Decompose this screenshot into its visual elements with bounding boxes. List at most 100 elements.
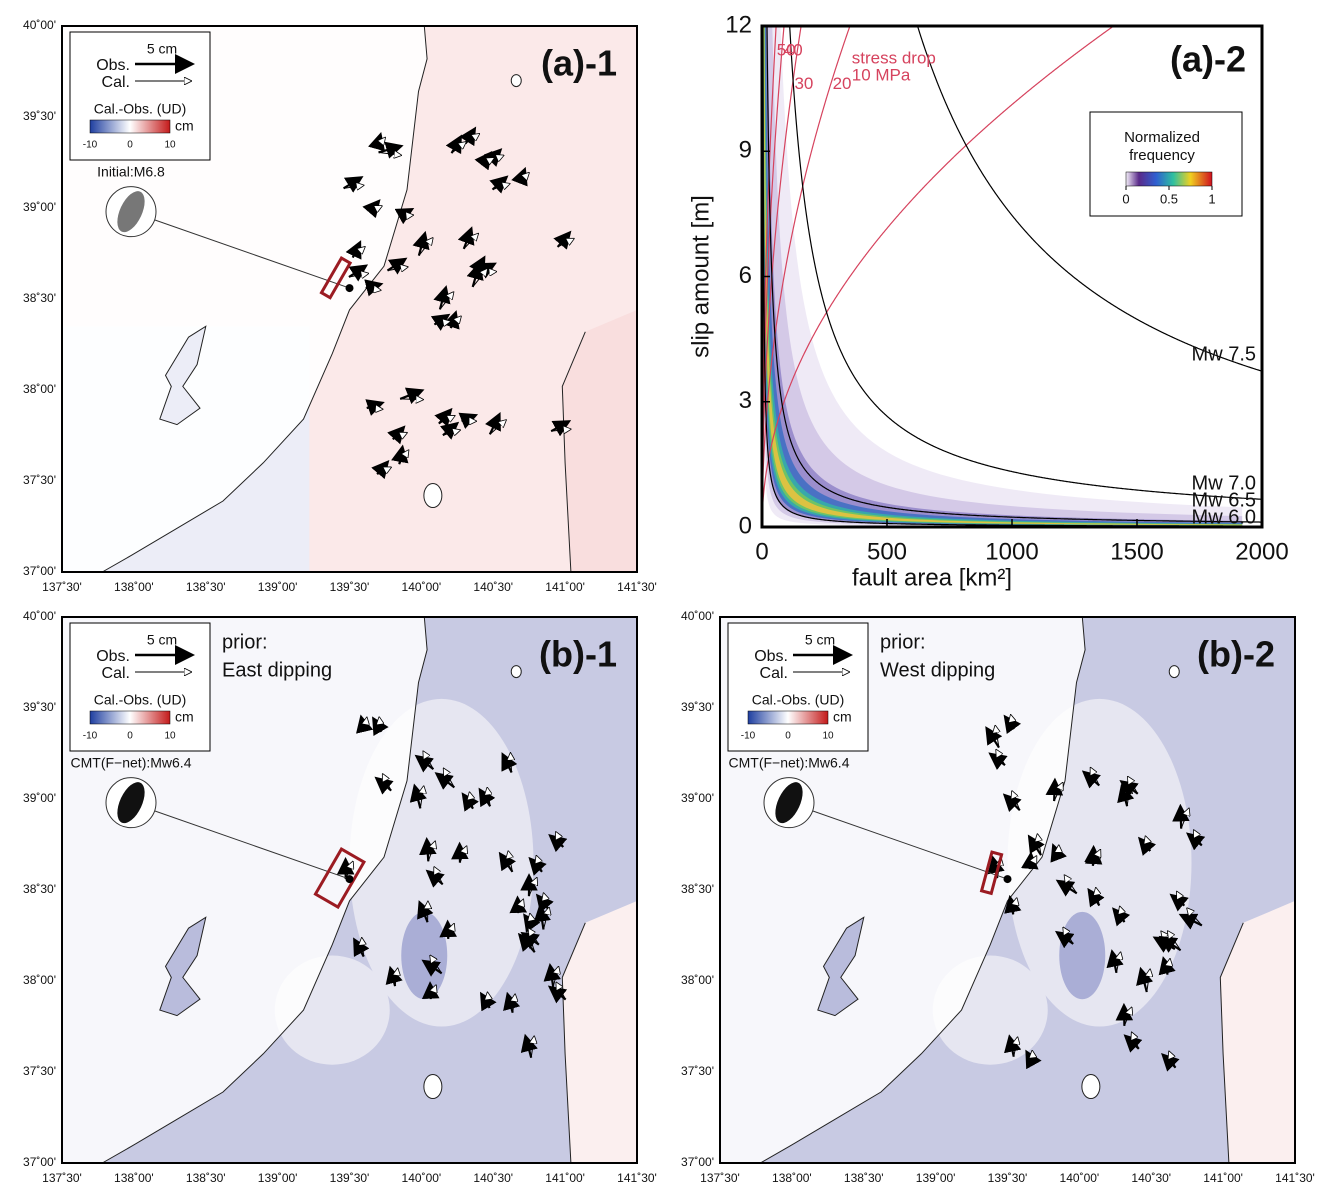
magnitude-label: Mw 7.5 [1192, 343, 1256, 365]
colorbar-tick: 10 [822, 731, 834, 742]
legend-box [727, 622, 869, 752]
lon-tick-label: 140˚00' [402, 1171, 442, 1185]
cal-arrow [392, 433, 406, 440]
cal-arrow [472, 270, 487, 288]
epicenter [345, 284, 354, 293]
lon-tick-label: 139˚30' [330, 580, 370, 594]
y-tick-label: 3 [739, 387, 752, 414]
cal-arrow [995, 727, 999, 748]
obs-arrow [520, 931, 540, 950]
legend-box [69, 31, 211, 161]
cal-arrow [1194, 831, 1203, 846]
cal-arrow [1116, 953, 1120, 973]
lon-tick-label: 141˚30' [1275, 1171, 1315, 1185]
magnitude-label: Mw 7.0 [1192, 472, 1256, 494]
obs-arrow [553, 230, 572, 250]
mechanism-label: CMT(F−net):Mw6.4 [71, 754, 192, 770]
density-band [763, 26, 1243, 527]
legend-cal: Cal. [760, 665, 788, 682]
beachball-fill [775, 782, 803, 824]
cal-arrow [557, 239, 573, 248]
panel-label: (a)-1 [541, 43, 617, 84]
stress-drop-label: 40 [784, 41, 803, 60]
cal-arrow [552, 968, 558, 987]
cal-arrow [362, 939, 364, 957]
lon-tick-label: 139˚30' [988, 1171, 1028, 1185]
obs-arrow [365, 399, 385, 416]
colorbar [1125, 171, 1213, 187]
obs-arrow [1123, 1034, 1143, 1053]
beachball-fill [117, 191, 145, 233]
obs-arrow [1055, 879, 1078, 897]
obs-arrow [371, 459, 390, 480]
lat-tick-label: 37˚30' [23, 473, 56, 487]
obs-arrow [353, 937, 370, 958]
legend-scale: 5 cm [147, 632, 177, 648]
legend-box [69, 622, 211, 752]
prior-label: prior: [222, 631, 268, 653]
cal-arrow [1123, 1009, 1131, 1026]
x-tick-label: 0 [755, 538, 768, 565]
colorbar-tick: 10 [164, 731, 176, 742]
map-panel: CMT(F−net):Mw6.4 5 cm Obs.Cal. Cal.-Obs. (U… [23, 609, 657, 1185]
obs-arrow [364, 279, 384, 297]
cal-arrow [400, 399, 422, 400]
legend-obs: Obs. [96, 57, 130, 74]
cal-arrow [369, 206, 381, 212]
cal-arrow [1188, 909, 1203, 926]
x-tick-label: 500 [867, 538, 907, 565]
cal-arrow [444, 769, 455, 788]
island [159, 916, 207, 1017]
lon-tick-label: 138˚30' [844, 1171, 884, 1185]
lon-tick-label: 141˚30' [617, 580, 657, 594]
colorbar-box [1089, 111, 1243, 217]
obs-arrow [547, 985, 568, 1004]
colorbar-title: Cal.-Obs. (UD) [94, 101, 187, 117]
colorbar [89, 710, 171, 725]
obs-arrow [412, 230, 430, 256]
lon-tick-label: 138˚00' [114, 1171, 154, 1185]
cal-arrow [528, 879, 536, 897]
cal-arrow [481, 158, 493, 166]
obs-arrow [378, 141, 404, 159]
coastline [1219, 922, 1244, 1164]
lake [423, 1074, 443, 1100]
colorbar-tick: -10 [741, 731, 756, 742]
obs-arrow [348, 264, 369, 282]
obs-arrow [1158, 935, 1182, 953]
cal-arrow [364, 719, 366, 732]
panel-label: (a)-2 [1170, 39, 1246, 80]
obs-arrow [509, 895, 528, 914]
colorbar-title: frequency [1129, 147, 1195, 164]
obs-arrow [1172, 803, 1190, 829]
obs-arrow [362, 199, 381, 219]
cal-arrow [1128, 778, 1139, 795]
lon-tick-label: 139˚00' [916, 1171, 956, 1185]
lon-tick-label: 139˚30' [330, 1171, 370, 1185]
prior-label: West dipping [880, 659, 995, 681]
cal-arrow [348, 274, 367, 277]
sea [62, 617, 428, 1163]
obs-arrow [425, 869, 445, 888]
cal-arrow [451, 143, 465, 154]
cal-arrow [398, 215, 412, 216]
cal-arrow [387, 267, 406, 270]
coastline [760, 616, 1086, 1164]
island [1168, 665, 1180, 679]
lon-tick-label: 138˚00' [114, 580, 154, 594]
cal-arrow [487, 789, 490, 807]
colorbar-title: Normalized [1124, 129, 1200, 146]
x-tick-label: 1500 [1110, 538, 1163, 565]
cal-arrow [435, 868, 444, 885]
legend-obs: Obs. [754, 648, 788, 665]
colorbar-title: Cal.-Obs. (UD) [94, 692, 187, 708]
lat-tick-label: 38˚30' [23, 882, 56, 896]
obs-arrow [421, 981, 440, 1000]
obs-arrow [535, 893, 554, 913]
lake [1081, 1074, 1101, 1100]
obs-arrow [1169, 893, 1189, 912]
cal-arrow [450, 317, 460, 329]
cal-arrow [513, 995, 515, 1013]
magnitude-curve [789, 26, 1262, 500]
cal-arrow [1014, 1038, 1018, 1057]
